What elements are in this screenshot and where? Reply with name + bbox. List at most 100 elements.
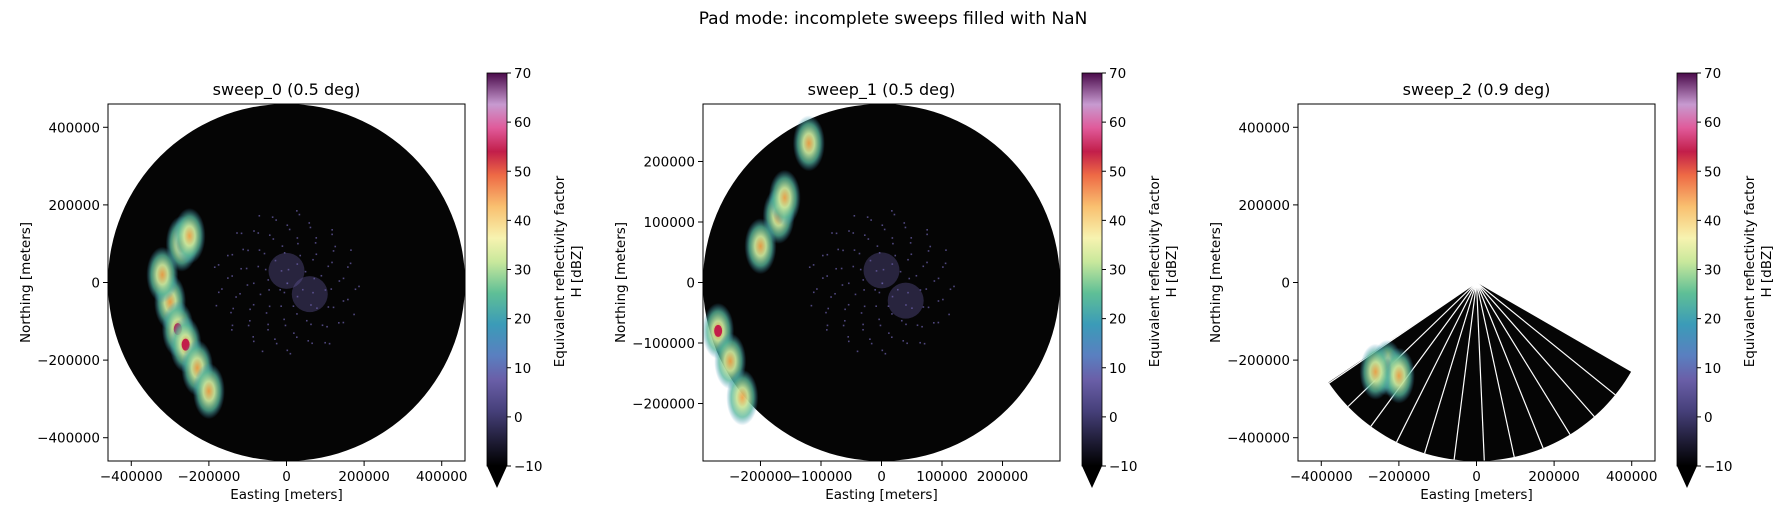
clutter-speck bbox=[923, 342, 926, 345]
x-tick-label: 0 bbox=[877, 469, 886, 485]
plot-area bbox=[703, 104, 1060, 461]
echo-weak bbox=[863, 252, 900, 289]
clutter-speck bbox=[949, 288, 952, 291]
colorbar-label-line2: H [dBZ] bbox=[569, 245, 585, 297]
ray-gap bbox=[1453, 282, 1478, 460]
clutter-speck bbox=[933, 280, 936, 282]
clutter-speck bbox=[826, 253, 829, 256]
clutter-speck bbox=[825, 311, 827, 314]
clutter-speck bbox=[283, 318, 285, 321]
clutter-speck bbox=[900, 319, 903, 322]
clutter-speck bbox=[844, 308, 846, 311]
clutter-speck bbox=[907, 258, 909, 261]
colorbar-bar bbox=[1676, 72, 1698, 467]
ray-gap bbox=[1476, 282, 1595, 417]
clutter-speck bbox=[267, 328, 269, 331]
clutter-speck bbox=[948, 313, 950, 316]
clutter-speck bbox=[304, 270, 307, 273]
clutter-speck bbox=[879, 324, 882, 327]
y-tick-label: 0 bbox=[91, 276, 100, 292]
clutter-speck bbox=[925, 288, 928, 290]
clutter-speck bbox=[283, 291, 286, 294]
clutter-speck bbox=[342, 321, 345, 324]
colorbar-tick-label: 0 bbox=[1704, 410, 1713, 426]
y-tick-label: 100000 bbox=[643, 215, 695, 231]
clutter-speck bbox=[870, 342, 873, 345]
plot-area bbox=[1328, 282, 1632, 461]
x-tick-label: 400000 bbox=[1606, 469, 1658, 485]
clutter-speck bbox=[905, 323, 907, 326]
colorbar-tick-label: 60 bbox=[514, 115, 531, 131]
y-tick-label: −200000 bbox=[632, 397, 695, 413]
clutter-speck bbox=[227, 254, 229, 257]
clutter-speck bbox=[230, 311, 232, 314]
clutter-speck bbox=[883, 228, 886, 231]
echo-cell bbox=[1359, 343, 1392, 400]
clutter-speck bbox=[910, 253, 913, 256]
clutter-speck bbox=[893, 213, 896, 216]
clutter-speck bbox=[862, 279, 865, 281]
panel-2: sweep_2 (0.9 deg) −400000 −200000 0 200000 40… bbox=[1208, 66, 1775, 503]
clutter-speck bbox=[860, 312, 863, 314]
clutter-speck bbox=[258, 214, 261, 217]
clutter-speck bbox=[937, 277, 940, 280]
clutter-speck bbox=[853, 214, 856, 217]
panel-1: sweep_1 (0.5 deg)−200000−100000 0 100000 20… bbox=[613, 66, 1180, 503]
colorbar-tick-label: −10 bbox=[1704, 459, 1733, 475]
clutter-speck bbox=[926, 261, 928, 264]
clutter-speck bbox=[286, 282, 289, 285]
clutter-speck bbox=[305, 319, 308, 322]
clutter-speck bbox=[334, 245, 337, 248]
clutter-speck bbox=[937, 300, 940, 302]
y-axis-label: Northing [meters] bbox=[1208, 222, 1224, 343]
clutter-speck bbox=[257, 232, 260, 234]
colorbar-tick-label: 70 bbox=[1109, 66, 1126, 82]
clutter-speck bbox=[297, 242, 299, 245]
clutter-speck bbox=[271, 216, 274, 218]
clutter-speck bbox=[286, 349, 289, 352]
clutter-speck bbox=[808, 266, 811, 269]
clutter-speck bbox=[867, 238, 870, 240]
clutter-speck bbox=[289, 352, 292, 355]
clutter-speck bbox=[231, 324, 234, 327]
clutter-speck bbox=[840, 267, 843, 270]
colorbar-tick-label: 40 bbox=[1109, 213, 1126, 229]
colorbar-tick-label: 30 bbox=[1704, 263, 1721, 279]
clutter-speck bbox=[281, 245, 284, 247]
x-tick-label: 200000 bbox=[338, 469, 390, 485]
clutter-speck bbox=[848, 230, 850, 232]
clutter-speck bbox=[899, 270, 902, 273]
clutter-speck bbox=[863, 305, 866, 308]
clutter-speck bbox=[293, 332, 295, 334]
clutter-speck bbox=[236, 232, 238, 234]
clutter-speck bbox=[875, 305, 877, 307]
clutter-speck bbox=[252, 303, 255, 306]
clutter-speck bbox=[892, 242, 894, 245]
clutter-speck bbox=[908, 277, 911, 280]
clutter-speck bbox=[894, 254, 897, 257]
y-tick-label: −100000 bbox=[632, 336, 695, 352]
x-tick-label: −200000 bbox=[729, 469, 792, 485]
clutter-speck bbox=[358, 285, 360, 288]
echo-core bbox=[714, 324, 723, 337]
clutter-speck bbox=[906, 342, 908, 345]
clutter-speck bbox=[284, 324, 287, 327]
colorbar-tick-label: 40 bbox=[1704, 213, 1721, 229]
clutter-speck bbox=[296, 237, 299, 239]
clutter-speck bbox=[881, 282, 884, 285]
x-tick-label: 0 bbox=[1472, 469, 1481, 485]
clutter-speck bbox=[301, 288, 304, 291]
clutter-speck bbox=[342, 300, 345, 302]
clutter-speck bbox=[831, 232, 833, 234]
clutter-speck bbox=[830, 296, 832, 298]
colorbar-tick-label: −10 bbox=[514, 459, 543, 475]
clutter-speck bbox=[298, 213, 301, 216]
clutter-speck bbox=[275, 219, 277, 221]
colorbar-tick-label: 70 bbox=[514, 66, 531, 82]
ray-gap bbox=[1370, 282, 1477, 427]
clutter-speck bbox=[246, 284, 249, 286]
y-axis-label: Northing [meters] bbox=[613, 222, 629, 343]
clutter-speck bbox=[279, 289, 281, 291]
clutter-speck bbox=[847, 282, 850, 285]
x-axis-label: Easting [meters] bbox=[825, 487, 937, 503]
